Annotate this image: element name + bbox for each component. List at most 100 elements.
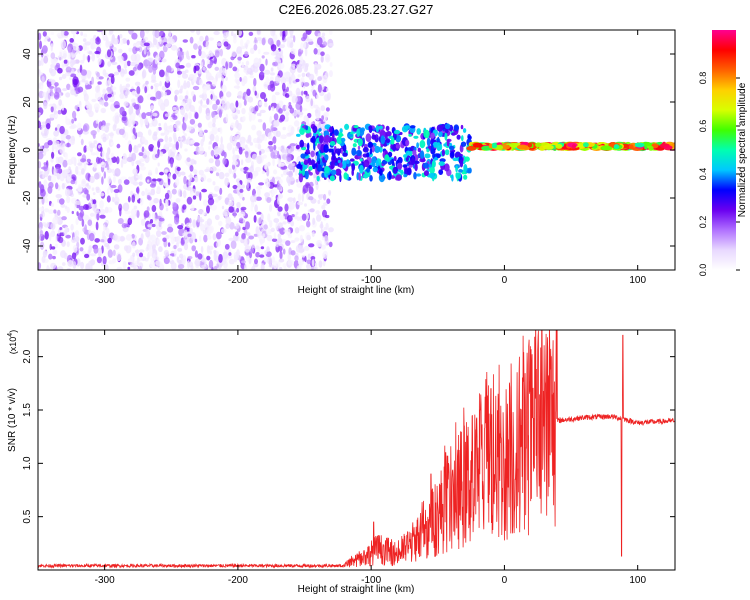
heatmap-cell: [237, 90, 243, 100]
heatmap-cell: [241, 107, 246, 115]
heatmap-cell: [75, 217, 79, 226]
heatmap-cell: [223, 41, 229, 47]
heatmap-cell: [412, 149, 417, 156]
heatmap-cell: [43, 148, 50, 152]
heatmap-cell: [328, 43, 334, 47]
heatmap-cell: [66, 241, 70, 248]
y-tick-label: -40: [22, 238, 33, 253]
heatmap-cell: [273, 218, 280, 223]
heatmap-cell: [314, 67, 318, 75]
heatmap-cell: [186, 196, 193, 205]
heatmap-cell: [147, 196, 152, 201]
heatmap-cell: [283, 229, 288, 233]
heatmap-cell: [278, 179, 283, 184]
heatmap-cell: [175, 178, 180, 186]
heatmap-cell: [149, 219, 154, 224]
heatmap-cell: [42, 45, 48, 54]
heatmap-cell: [291, 214, 295, 218]
heatmap-cell: [326, 57, 330, 61]
heatmap-cell: [170, 159, 174, 168]
heatmap-cell: [312, 177, 318, 186]
heatmap-cell: [292, 197, 296, 204]
heatmap-cell: [204, 35, 209, 43]
heatmap-cell: [444, 149, 450, 156]
heatmap-cell: [57, 110, 62, 115]
heatmap-cell: [44, 250, 48, 257]
heatmap-cell: [41, 125, 46, 128]
spectrogram-heatmap: [38, 30, 675, 270]
heatmap-cell: [80, 261, 85, 269]
heatmap-cell: [80, 69, 87, 76]
heatmap-cell: [229, 222, 235, 230]
heatmap-cell: [244, 51, 249, 57]
heatmap-cell: [80, 138, 84, 146]
heatmap-cell: [42, 174, 45, 179]
heatmap-cell: [344, 123, 350, 130]
heatmap-cell: [613, 144, 620, 150]
heatmap-cell: [69, 38, 74, 43]
heatmap-cell: [271, 188, 278, 195]
heatmap-cell: [297, 74, 301, 78]
heatmap-cell: [210, 204, 217, 211]
heatmap-cell: [555, 143, 563, 149]
heatmap-cell: [125, 83, 131, 88]
heatmap-cell: [187, 180, 192, 187]
heatmap-cell: [329, 30, 333, 35]
heatmap-cell: [342, 152, 348, 157]
heatmap-cell: [255, 196, 262, 201]
heatmap-cell: [214, 148, 219, 158]
heatmap-cell: [369, 147, 373, 155]
heatmap-cell: [278, 118, 284, 123]
heatmap-cell: [181, 101, 186, 106]
heatmap-cell: [194, 258, 201, 267]
heatmap-cell: [132, 168, 138, 175]
heatmap-cell: [289, 143, 296, 147]
colorbar-tick-label: 0.6: [698, 120, 708, 133]
heatmap-cell: [337, 159, 341, 164]
heatmap-cell: [206, 245, 210, 254]
heatmap-cell: [105, 227, 110, 237]
heatmap-cell: [41, 76, 45, 84]
heatmap-cell: [195, 191, 200, 197]
heatmap-cell: [212, 117, 216, 124]
heatmap-cell: [367, 141, 374, 148]
heatmap-cell: [110, 152, 115, 158]
heatmap-cell: [93, 140, 98, 145]
heatmap-cell: [45, 197, 49, 203]
heatmap-cell: [279, 250, 283, 260]
heatmap-cell: [254, 143, 259, 148]
heatmap-cell: [357, 138, 363, 147]
heatmap-cell: [190, 158, 195, 165]
heatmap-cell: [107, 93, 112, 98]
heatmap-cell: [305, 232, 311, 241]
heatmap-cell: [324, 71, 329, 79]
heatmap-cell: [123, 101, 129, 107]
heatmap-cell: [213, 252, 217, 261]
heatmap-cell: [183, 80, 187, 88]
heatmap-cell: [385, 125, 390, 131]
heatmap-cell: [84, 224, 87, 233]
heatmap-cell: [79, 105, 83, 111]
heatmap-cell: [263, 51, 270, 55]
heatmap-cell: [221, 84, 227, 93]
heatmap-cell: [148, 247, 153, 257]
heatmap-cell: [290, 126, 295, 134]
heatmap-cell: [41, 121, 47, 125]
heatmap-cell: [273, 169, 278, 175]
heatmap-cell: [423, 129, 430, 139]
heatmap-cell: [231, 31, 234, 37]
heatmap-cell: [291, 162, 296, 167]
heatmap-cell: [134, 93, 140, 98]
heatmap-cell: [98, 76, 104, 80]
heatmap-cell: [183, 175, 187, 185]
heatmap-cell: [648, 145, 654, 151]
heatmap-cell: [251, 153, 258, 161]
heatmap-cell: [167, 242, 171, 247]
heatmap-cell: [108, 73, 115, 78]
heatmap-cell: [152, 178, 157, 182]
heatmap-cell: [150, 105, 155, 110]
heatmap-cell: [233, 254, 238, 263]
heatmap-cell: [277, 206, 283, 212]
heatmap-cell: [221, 205, 225, 210]
heatmap-cell: [112, 176, 116, 183]
